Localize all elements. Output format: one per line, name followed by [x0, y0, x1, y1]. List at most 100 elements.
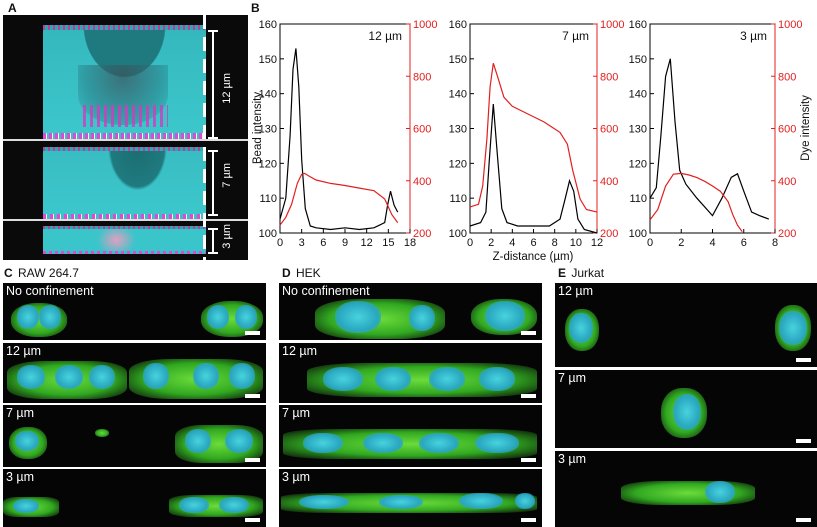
- plot-1-y2tick-label: 200: [600, 228, 618, 240]
- panel-e-row-2: 7 µm: [555, 370, 817, 448]
- panel-c-row-3: 7 µm: [3, 405, 266, 467]
- y-axis-label-dye: Dye intensity: [800, 95, 812, 161]
- plot-1-ytick-label: 100: [449, 228, 467, 240]
- plot-2-y2tick-label: 800: [778, 71, 796, 83]
- panel-c-row-3-label: 7 µm: [6, 406, 35, 420]
- plot-0-y2tick-label: 200: [413, 228, 431, 240]
- panel-d-image: No confinement 12 µm 7 µm 3 µm: [279, 283, 542, 527]
- panel-c-letter: C: [4, 266, 13, 280]
- plot-2-xtick-label: 0: [647, 237, 653, 249]
- plot-0-ytick-label: 140: [259, 89, 277, 101]
- plot-2-ytick-label: 130: [629, 124, 647, 136]
- panel-e-row-3: 3 µm: [555, 451, 817, 527]
- panel-e-letter: E: [558, 266, 567, 280]
- panel-e-image: 12 µm 7 µm 3 µm: [555, 283, 817, 527]
- panel-d-row-4: 3 µm: [279, 469, 542, 527]
- panel-d-row-4-label: 3 µm: [282, 470, 311, 484]
- plot-0-xtick-label: 0: [277, 237, 283, 249]
- plot-1-y2tick-label: 400: [600, 176, 618, 188]
- panel-c-row-4-label: 3 µm: [6, 470, 35, 484]
- panel-e-row-1-label: 12 µm: [558, 284, 593, 298]
- plot-0-dye-line: [279, 172, 399, 226]
- plot-2-ytick-label: 100: [629, 228, 647, 240]
- plot-1-xtick-label: 6: [530, 237, 536, 249]
- plot-0-ytick-label: 160: [259, 19, 277, 31]
- panel-a-section-3um: [43, 226, 206, 254]
- plot-0-frame: [279, 23, 411, 234]
- plot-1-ytick-label: 160: [449, 19, 467, 31]
- panel-d-row-1-label: No confinement: [282, 284, 370, 298]
- panel-a-12um-label: 12 µm: [221, 73, 233, 104]
- panel-d-label: D HEK: [282, 266, 321, 280]
- panel-e-title: Jurkat: [571, 266, 605, 280]
- panel-a-section-12um: [43, 25, 206, 139]
- plot-0-ytick-label: 130: [259, 124, 277, 136]
- panel-b-label: B: [251, 1, 260, 15]
- plot-1-y2tick-label: 1000: [600, 19, 624, 31]
- plot-0-bead-line: [279, 48, 399, 231]
- y-axis-label-bead: Bead intensity: [252, 92, 264, 164]
- panel-a-label: A: [8, 1, 17, 15]
- plot-1-xtick-label: 4: [509, 237, 515, 249]
- plot-0-ytick-label: 110: [259, 193, 277, 205]
- plot-2-y2tick-label: 200: [778, 228, 796, 240]
- panel-a-7um-label: 7 µm: [221, 163, 233, 188]
- plot-1-xtick-label: 8: [552, 237, 558, 249]
- panel-d-row-3-label: 7 µm: [282, 406, 311, 420]
- plot-0-xtick-label: 12: [361, 237, 373, 249]
- panel-c-row-1-label: No confinement: [6, 284, 94, 298]
- panel-e-row-3-label: 3 µm: [558, 452, 587, 466]
- plot-2-xtick-label: 6: [741, 237, 747, 249]
- panel-e-row-2-label: 7 µm: [558, 371, 587, 385]
- plot-1-title: 7 µm: [562, 29, 589, 43]
- panel-c-row-2: 12 µm: [3, 343, 266, 403]
- panel-a-section-7um: [43, 147, 206, 219]
- panel-d-letter: D: [282, 266, 291, 280]
- plot-0-ytick-label: 120: [259, 158, 277, 170]
- plot-0-title: 12 µm: [368, 29, 402, 43]
- plot-2-y2tick-label: 1000: [778, 19, 802, 31]
- plot-1-ytick-label: 130: [449, 124, 467, 136]
- plot-0-xtick-label: 15: [382, 237, 394, 249]
- plot-2-xtick-label: 8: [772, 237, 778, 249]
- panel-a-image: 12 µm 7 µm 3 µm: [3, 15, 248, 260]
- panel-d-row-3: 7 µm: [279, 405, 542, 467]
- plot-0-xtick-label: 6: [320, 237, 326, 249]
- plot-2-y2tick-label: 400: [778, 176, 796, 188]
- panel-c-row-2-label: 12 µm: [6, 344, 41, 358]
- plot-0-y2tick-label: 800: [413, 71, 431, 83]
- plot-0-y2tick-label: 600: [413, 124, 431, 136]
- panel-d-row-2-label: 12 µm: [282, 344, 317, 358]
- panel-a-3um-label: 3 µm: [221, 224, 233, 249]
- plot-2-ytick-label: 140: [629, 89, 647, 101]
- panel-c-title: RAW 264.7: [18, 266, 79, 280]
- plot-0-y2tick-label: 1000: [413, 19, 437, 31]
- plot-0-xtick-label: 9: [342, 237, 348, 249]
- panel-c-image: No confinement 12 µm 7 µm 3 µm: [3, 283, 266, 527]
- x-axis-label: Z-distance (µm): [493, 251, 574, 263]
- plot-2-ytick-label: 150: [629, 54, 647, 66]
- plot-2-title: 3 µm: [740, 29, 767, 43]
- plot-0-ytick-label: 100: [259, 228, 277, 240]
- panel-e-label: E Jurkat: [558, 266, 604, 280]
- plot-1-xtick-label: 2: [488, 237, 494, 249]
- plot-2-ytick-label: 110: [629, 193, 647, 205]
- plot-2-bead-line: [649, 58, 770, 220]
- panel-c-row-1: No confinement: [3, 283, 266, 340]
- plot-1-dye-line: [469, 63, 598, 213]
- plot-1-ytick-label: 120: [449, 158, 467, 170]
- panel-d-row-1: No confinement: [279, 283, 542, 340]
- plot-2-dye-line: [649, 172, 743, 233]
- plot-0-ytick-label: 150: [259, 54, 277, 66]
- plot-1-xtick-label: 10: [570, 237, 582, 249]
- plot-2-y2tick-label: 600: [778, 124, 796, 136]
- plot-2-xtick-label: 2: [678, 237, 684, 249]
- plot-0-xtick-label: 3: [299, 237, 305, 249]
- plot-1-xtick-label: 12: [591, 237, 603, 249]
- plot-2-ytick-label: 160: [629, 19, 647, 31]
- panel-d-title: HEK: [296, 266, 321, 280]
- panel-d-row-2: 12 µm: [279, 343, 542, 403]
- plot-2-ytick-label: 120: [629, 158, 647, 170]
- plot-1-ytick-label: 150: [449, 54, 467, 66]
